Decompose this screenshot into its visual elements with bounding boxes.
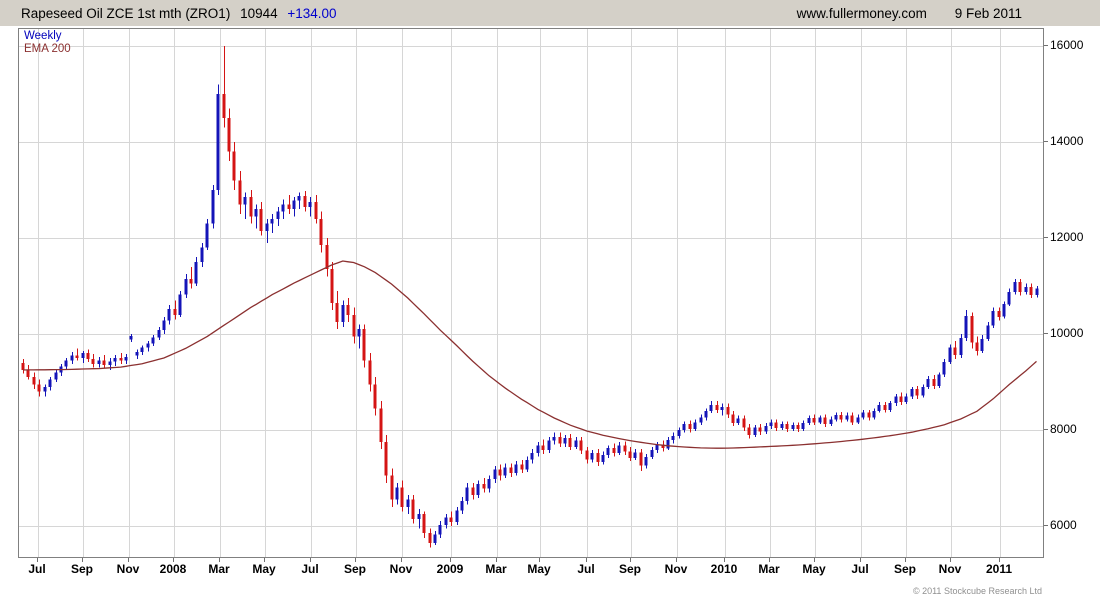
x-axis-tick: [219, 558, 220, 562]
x-axis-label: Nov: [664, 562, 688, 576]
x-axis-label: Jul: [301, 562, 319, 576]
x-axis-tick: [128, 558, 129, 562]
x-axis-label: May: [252, 562, 276, 576]
x-axis-tick: [814, 558, 815, 562]
header-meta: www.fullermoney.com 9 Feb 2011: [773, 6, 1022, 21]
y-axis-label: 10000: [1050, 326, 1084, 340]
y-axis-label: 6000: [1050, 518, 1077, 532]
legend-ema-200: EMA 200: [24, 43, 71, 55]
y-axis-tick: [1044, 237, 1048, 238]
gridlines: [19, 29, 1043, 557]
x-axis-label: Sep: [343, 562, 366, 576]
candlestick-series: [21, 46, 1039, 548]
x-axis-label: Jul: [577, 562, 595, 576]
x-axis-tick: [264, 558, 265, 562]
y-axis-label: 14000: [1050, 134, 1084, 148]
x-axis-tick: [496, 558, 497, 562]
x-axis-label: Mar: [208, 562, 230, 576]
chart-header: Rapeseed Oil ZCE 1st mth (ZRO1) 10944 +1…: [0, 0, 1100, 26]
chart-legend: Weekly EMA 200: [24, 30, 71, 56]
instrument-title: Rapeseed Oil ZCE 1st mth (ZRO1): [21, 5, 231, 21]
y-axis-tick: [1044, 45, 1048, 46]
x-axis-label: May: [527, 562, 551, 576]
x-axis-label: Jul: [28, 562, 46, 576]
y-axis-label: 12000: [1050, 230, 1084, 244]
y-axis-tick: [1044, 333, 1048, 334]
x-axis-tick: [724, 558, 725, 562]
x-axis-label: Sep: [893, 562, 916, 576]
last-price: 10944: [240, 5, 278, 21]
chart-date: 9 Feb 2011: [954, 5, 1022, 21]
website-link: www.fullermoney.com: [796, 5, 927, 21]
x-axis-label: May: [802, 562, 826, 576]
ema-line: [22, 260, 1037, 449]
x-axis-tick: [450, 558, 451, 562]
x-axis-label: 2008: [159, 562, 187, 576]
y-axis-tick: [1044, 141, 1048, 142]
instrument-info: Rapeseed Oil ZCE 1st mth (ZRO1) 10944 +1…: [21, 6, 343, 21]
price-change: +134.00: [287, 5, 337, 21]
x-axis-label: 2009: [436, 562, 464, 576]
candlestick-chart: [19, 29, 1043, 557]
x-axis-tick: [860, 558, 861, 562]
x-axis-tick: [676, 558, 677, 562]
x-axis-label: 2010: [710, 562, 738, 576]
y-axis-tick: [1044, 429, 1048, 430]
x-axis-tick: [355, 558, 356, 562]
x-axis-tick: [630, 558, 631, 562]
x-axis-label: 2011: [985, 562, 1013, 576]
legend-weekly: Weekly: [24, 30, 62, 42]
x-axis-tick: [37, 558, 38, 562]
x-axis-tick: [950, 558, 951, 562]
x-axis-tick: [310, 558, 311, 562]
y-axis-label: 16000: [1050, 38, 1084, 52]
y-axis-label: 8000: [1050, 422, 1077, 436]
copyright-notice: © 2011 Stockcube Research Ltd: [912, 586, 1042, 596]
x-axis-label: Sep: [618, 562, 641, 576]
x-axis-tick: [401, 558, 402, 562]
x-axis-label: Mar: [758, 562, 780, 576]
x-axis-tick: [82, 558, 83, 562]
x-axis-label: Sep: [70, 562, 93, 576]
chart-plot-area: [18, 28, 1044, 558]
x-axis-tick: [999, 558, 1000, 562]
x-axis-tick: [173, 558, 174, 562]
x-axis-label: Nov: [116, 562, 140, 576]
x-axis-tick: [539, 558, 540, 562]
x-axis-label: Jul: [851, 562, 869, 576]
x-axis-tick: [586, 558, 587, 562]
x-axis-label: Nov: [389, 562, 413, 576]
x-axis-tick: [905, 558, 906, 562]
y-axis-tick: [1044, 525, 1048, 526]
x-axis-tick: [769, 558, 770, 562]
x-axis-label: Nov: [938, 562, 962, 576]
x-axis-label: Mar: [485, 562, 507, 576]
